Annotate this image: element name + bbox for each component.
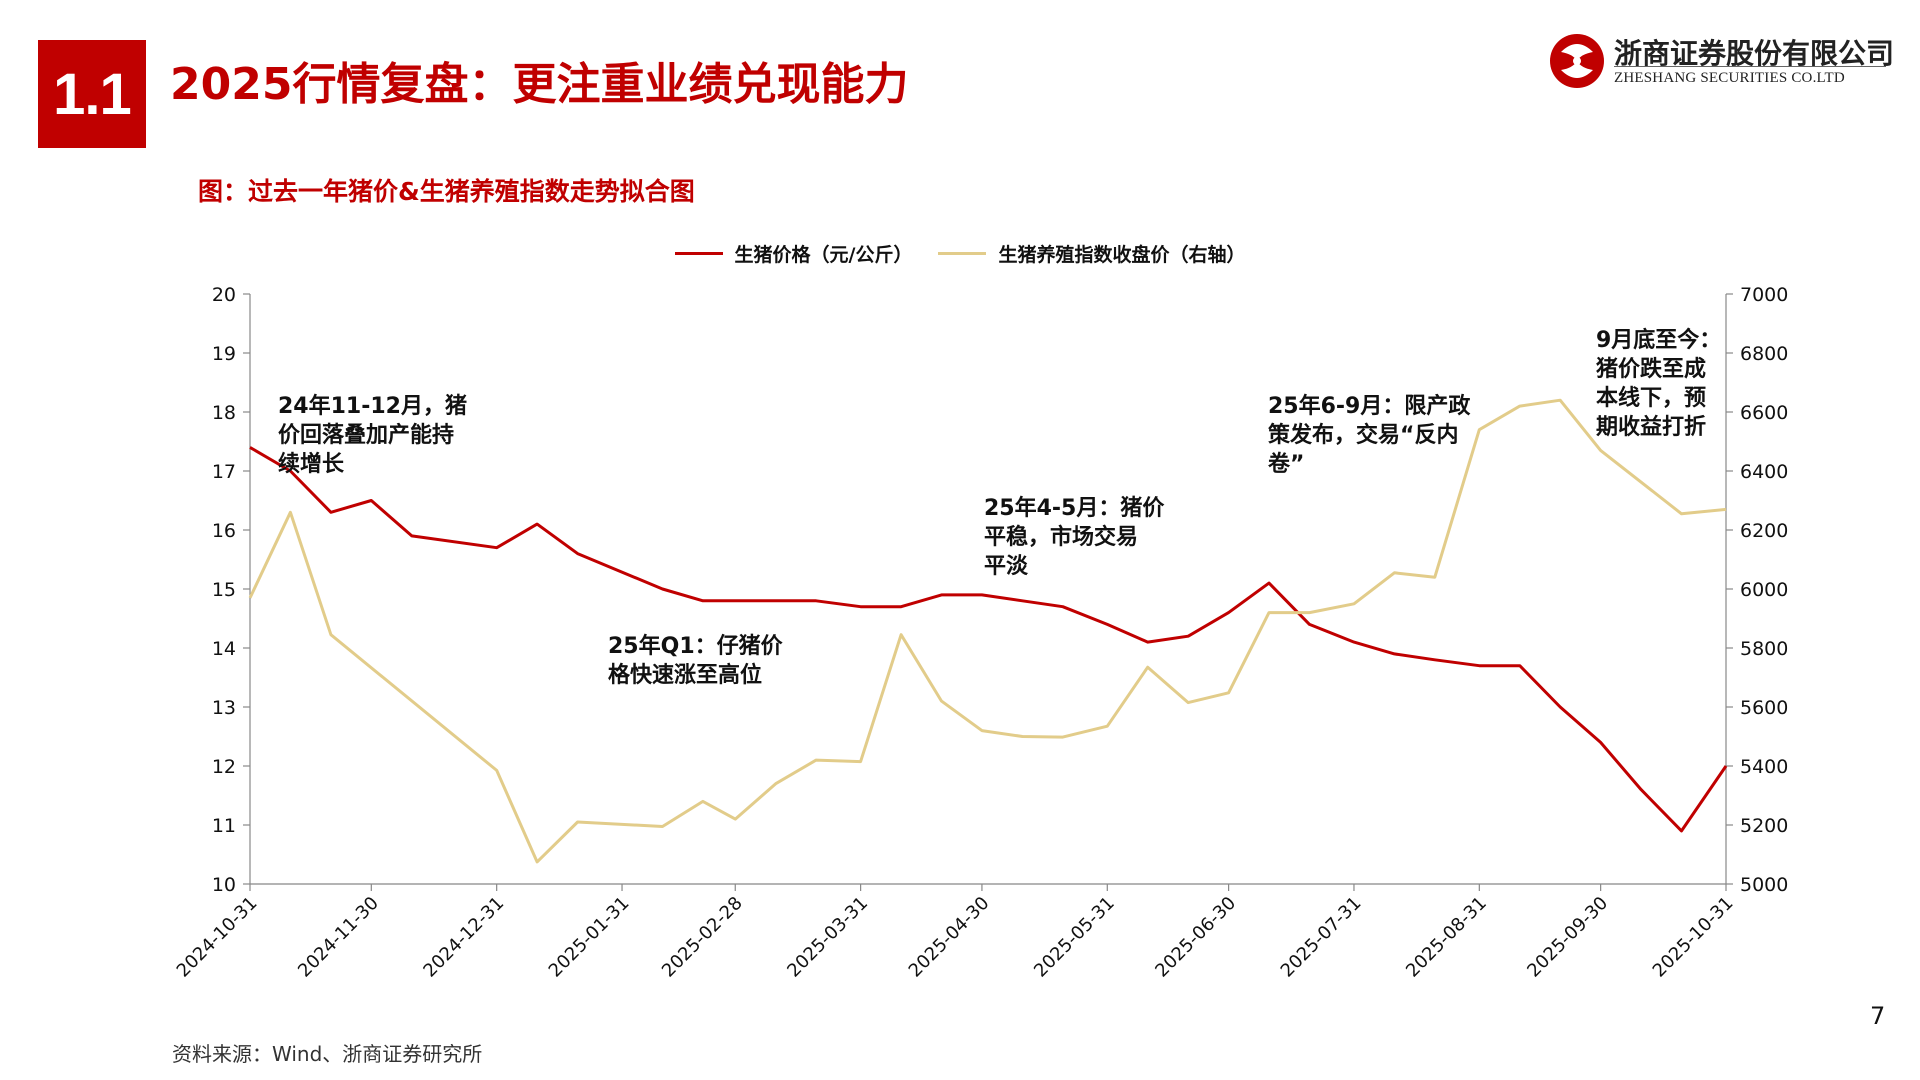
x-tick-label: 2025-03-31 [783, 893, 872, 982]
y-right-tick-label: 6400 [1740, 461, 1788, 483]
series-line-pig-price [249, 446, 1728, 833]
page-number: 7 [1870, 1002, 1886, 1030]
x-tick-label: 2025-06-30 [1151, 893, 1240, 982]
y-left-tick-label: 13 [212, 697, 236, 719]
y-right-tick-label: 7000 [1740, 284, 1788, 306]
y-right-tick-label: 6600 [1740, 402, 1788, 424]
x-tick-label: 2025-02-28 [658, 893, 747, 982]
x-tick-label: 2025-07-31 [1277, 893, 1366, 982]
annotation-line: 价回落叠加产能持 [278, 423, 455, 448]
chart-legend: 生猪价格（元/公斤） 生猪养殖指数收盘价（右轴） [0, 240, 1920, 267]
annotation-line: 9月底至今： [1596, 328, 1722, 353]
annotation-line: 25年Q1：仔猪价 [608, 634, 783, 659]
y-right-tick-label: 5000 [1740, 874, 1788, 896]
y-right-tick-label: 5400 [1740, 756, 1788, 778]
y-left-tick-label: 10 [212, 874, 236, 896]
legend-swatch-index [938, 252, 987, 255]
annotation-line: 格快速涨至高位 [608, 663, 763, 688]
annotation-line: 卷” [1268, 452, 1305, 477]
y-right-tick-label: 6000 [1740, 579, 1788, 601]
annotation-line: 本线下，预 [1596, 386, 1707, 411]
y-left-tick-label: 11 [212, 815, 236, 837]
series-line-pig-index [248, 398, 1727, 864]
company-logo: 浙商证券股份有限公司 ZHESHANG SECURITIES CO.LTD [1548, 30, 1894, 96]
y-right-tick-label: 5600 [1740, 697, 1788, 719]
x-tick-label: 2025-09-30 [1523, 893, 1612, 982]
logo-english-name: ZHESHANG SECURITIES CO.LTD [1614, 70, 1845, 86]
y-left-tick-label: 14 [212, 638, 236, 660]
annotation-q1: 25年Q1：仔猪价 格快速涨至高位 [608, 632, 783, 690]
page-title: 2025行情复盘：更注重业绩兑现能力 [170, 59, 909, 110]
x-tick-label: 2024-12-31 [419, 893, 508, 982]
y-left-tick-label: 18 [212, 402, 236, 424]
x-tick-label: 2025-10-31 [1649, 893, 1738, 982]
zheshang-logo-icon [1550, 34, 1604, 88]
annotation-line: 策发布，交易“反内 [1268, 423, 1459, 448]
annotation-line: 平稳，市场交易 [984, 525, 1139, 550]
legend-item-index: 生猪养殖指数收盘价（右轴） [938, 240, 1245, 267]
legend-label-price: 生猪价格（元/公斤） [734, 244, 913, 266]
x-tick-label: 2025-01-31 [545, 893, 634, 982]
annotation-line: 25年4-5月：猪价 [984, 496, 1165, 521]
source-note: 资料来源：Wind、浙商证券研究所 [172, 1042, 483, 1066]
y-left-tick-label: 15 [212, 579, 236, 601]
y-right-tick-label: 5200 [1740, 815, 1788, 837]
legend-label-index: 生猪养殖指数收盘价（右轴） [998, 244, 1246, 266]
section-number-badge: 1.1 [38, 40, 146, 148]
y-left-tick-label: 17 [212, 461, 236, 483]
y-left-tick-label: 16 [212, 520, 236, 542]
annotation-nov-dec: 24年11-12月，猪 价回落叠加产能持 续增长 [278, 392, 467, 479]
y-left-tick-label: 19 [212, 343, 236, 365]
annotation-late-sep: 9月底至今： 猪价跌至成 本线下，预 期收益打折 [1596, 326, 1721, 442]
annotation-apr-may: 25年4-5月：猪价 平稳，市场交易 平淡 [984, 494, 1164, 581]
annotation-line: 续增长 [278, 452, 345, 477]
section-number: 1.1 [53, 61, 132, 127]
annotation-line: 25年6-9月：限产政 [1268, 394, 1471, 419]
annotation-line: 平淡 [984, 554, 1029, 579]
x-tick-label: 2025-08-31 [1402, 893, 1491, 982]
y-left-tick-label: 20 [212, 284, 236, 306]
y-right-tick-label: 5800 [1740, 638, 1788, 660]
annotation-jun-sep: 25年6-9月：限产政 策发布，交易“反内 卷” [1268, 392, 1470, 479]
legend-swatch-price [674, 252, 723, 255]
y-right-tick-label: 6800 [1740, 343, 1788, 365]
x-tick-label: 2024-10-31 [173, 893, 262, 982]
y-left-tick-label: 12 [212, 756, 236, 778]
x-tick-label: 2025-04-30 [905, 893, 994, 982]
logo-chinese-name: 浙商证券股份有限公司 [1614, 37, 1895, 70]
x-tick-label: 2024-11-30 [294, 893, 383, 982]
y-right-tick-label: 6200 [1740, 520, 1788, 542]
annotation-line: 期收益打折 [1596, 415, 1707, 440]
logo-divider [1614, 66, 1886, 67]
chart-title: 图：过去一年猪价&生猪养殖指数走势拟合图 [198, 177, 695, 206]
legend-item-price: 生猪价格（元/公斤） [674, 240, 913, 267]
annotation-line: 猪价跌至成 [1596, 357, 1707, 382]
x-tick-label: 2025-05-31 [1030, 893, 1119, 982]
annotation-line: 24年11-12月，猪 [278, 394, 467, 419]
